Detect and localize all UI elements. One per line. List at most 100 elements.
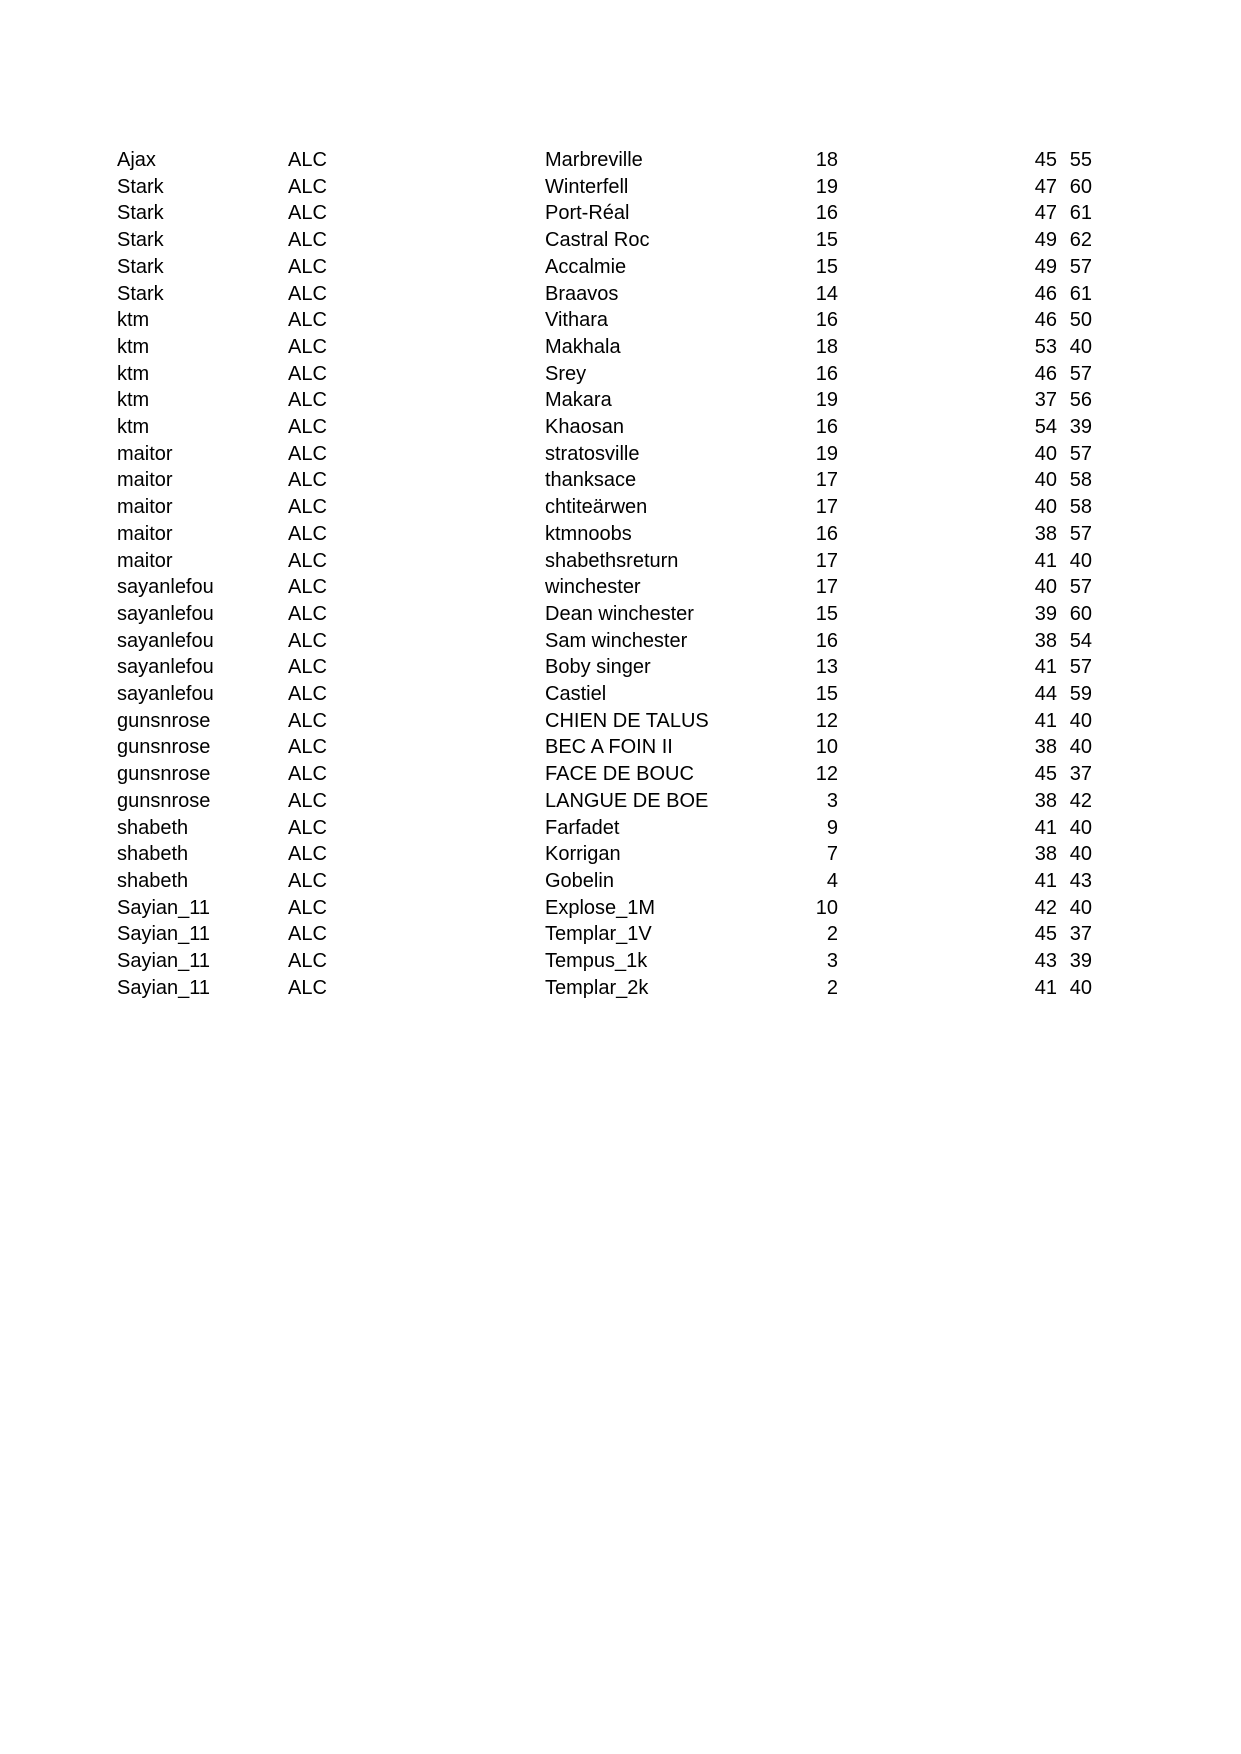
value-b-cell: 39 — [1069, 416, 1092, 438]
alliance-cell: ALC — [288, 602, 327, 625]
owner-cell: Sayian_11 — [117, 896, 211, 919]
city-cell: chtiteärwen — [545, 496, 648, 519]
city-cell: Vithara — [545, 309, 609, 332]
owner-cell: gunsnrose — [117, 789, 211, 812]
alliance-cell: ALC — [288, 816, 327, 839]
value-b-cell: 40 — [1069, 976, 1092, 999]
alliance-cell: ALC — [288, 362, 327, 385]
level-cell: 19 — [815, 389, 838, 412]
owner-cell: gunsnrose — [117, 736, 211, 759]
level-cell: 16 — [815, 309, 838, 332]
value-a-cell: 39 — [1034, 602, 1057, 625]
value-b-cell: 62 — [1069, 229, 1092, 252]
level-cell: 15 — [815, 683, 838, 705]
city-cell: LANGUE DE BOE — [545, 789, 709, 812]
city-cell: winchester — [545, 576, 641, 599]
owner-cell: Sayian_11 — [117, 950, 211, 972]
value-b-cell: 61 — [1069, 202, 1092, 225]
city-cell: Srey — [545, 362, 587, 385]
value-a-cell: 54 — [1034, 416, 1057, 438]
level-cell: 10 — [815, 896, 838, 919]
alliance-cell: ALC — [288, 843, 327, 866]
alliance-cell: ALC — [288, 683, 327, 705]
value-b-cell: 55 — [1069, 149, 1092, 171]
level-cell: 4 — [826, 869, 838, 892]
level-cell: 13 — [815, 656, 838, 679]
value-b-cell: 57 — [1069, 522, 1092, 545]
value-b-cell: 42 — [1069, 789, 1092, 812]
owner-cell: Stark — [117, 282, 164, 305]
value-b-cell: 54 — [1069, 629, 1092, 652]
owner-cell: sayanlefou — [117, 629, 214, 652]
value-a-cell: 38 — [1034, 736, 1057, 759]
alliance-cell: ALC — [288, 763, 327, 786]
value-b-cell: 57 — [1069, 362, 1092, 385]
value-a-cell: 43 — [1034, 950, 1057, 972]
value-a-cell: 40 — [1034, 496, 1057, 519]
level-cell: 12 — [815, 763, 838, 786]
alliance-cell: ALC — [288, 656, 327, 679]
level-cell: 12 — [815, 709, 838, 732]
value-b-cell: 57 — [1069, 576, 1092, 599]
city-cell: FACE DE BOUC — [545, 763, 694, 786]
level-cell: 18 — [815, 335, 838, 358]
owner-cell: maitor — [117, 496, 173, 519]
level-cell: 18 — [815, 149, 838, 171]
city-cell: Marbreville — [545, 149, 643, 171]
value-b-cell: 40 — [1069, 816, 1092, 839]
city-cell: Sam winchester — [545, 629, 688, 652]
alliance-cell: ALC — [288, 175, 327, 198]
value-a-cell: 45 — [1034, 923, 1057, 946]
level-cell: 17 — [815, 549, 838, 572]
level-cell: 16 — [815, 629, 838, 652]
value-b-cell: 37 — [1069, 763, 1092, 786]
owner-cell: gunsnrose — [117, 763, 211, 786]
city-cell: Port-Réal — [545, 202, 630, 225]
alliance-cell: ALC — [288, 442, 327, 465]
level-cell: 15 — [815, 602, 838, 625]
value-a-cell: 46 — [1034, 282, 1057, 305]
owner-cell: sayanlefou — [117, 683, 214, 705]
value-a-cell: 46 — [1034, 362, 1057, 385]
level-cell: 19 — [815, 175, 838, 198]
value-a-cell: 41 — [1034, 869, 1057, 892]
city-cell: Templar_1V — [545, 923, 652, 946]
owner-cell: maitor — [117, 442, 173, 465]
value-b-cell: 60 — [1069, 602, 1092, 625]
level-cell: 7 — [826, 843, 838, 866]
level-cell: 17 — [815, 496, 838, 519]
value-b-cell: 57 — [1069, 656, 1092, 679]
value-a-cell: 42 — [1034, 896, 1057, 919]
alliance-cell: ALC — [288, 896, 327, 919]
alliance-cell: ALC — [288, 416, 327, 438]
level-cell: 17 — [815, 576, 838, 599]
owner-cell: gunsnrose — [117, 709, 211, 732]
value-a-cell: 47 — [1034, 175, 1057, 198]
value-a-cell: 41 — [1034, 549, 1057, 572]
owner-cell: Stark — [117, 229, 164, 252]
city-cell: Farfadet — [545, 816, 620, 839]
alliance-cell: ALC — [288, 389, 327, 412]
alliance-cell: ALC — [288, 229, 327, 252]
level-cell: 2 — [826, 976, 838, 999]
city-cell: CHIEN DE TALUS — [545, 709, 709, 732]
alliance-cell: ALC — [288, 496, 327, 519]
level-cell: 15 — [815, 229, 838, 252]
level-cell: 14 — [815, 282, 838, 305]
owner-cell: sayanlefou — [117, 602, 214, 625]
value-b-cell: 40 — [1069, 549, 1092, 572]
owner-cell: ktm — [117, 309, 150, 332]
owner-cell: Ajax — [117, 149, 156, 171]
owner-cell: ktm — [117, 416, 150, 438]
value-a-cell: 45 — [1034, 763, 1057, 786]
value-a-cell: 38 — [1034, 789, 1057, 812]
city-cell: Korrigan — [545, 843, 621, 866]
city-cell: Winterfell — [545, 175, 629, 198]
value-a-cell: 49 — [1034, 229, 1057, 252]
alliance-cell: ALC — [288, 869, 327, 892]
city-cell: Boby singer — [545, 656, 651, 679]
value-a-cell: 44 — [1034, 683, 1057, 705]
level-cell: 17 — [815, 469, 838, 492]
level-cell: 15 — [815, 255, 838, 278]
